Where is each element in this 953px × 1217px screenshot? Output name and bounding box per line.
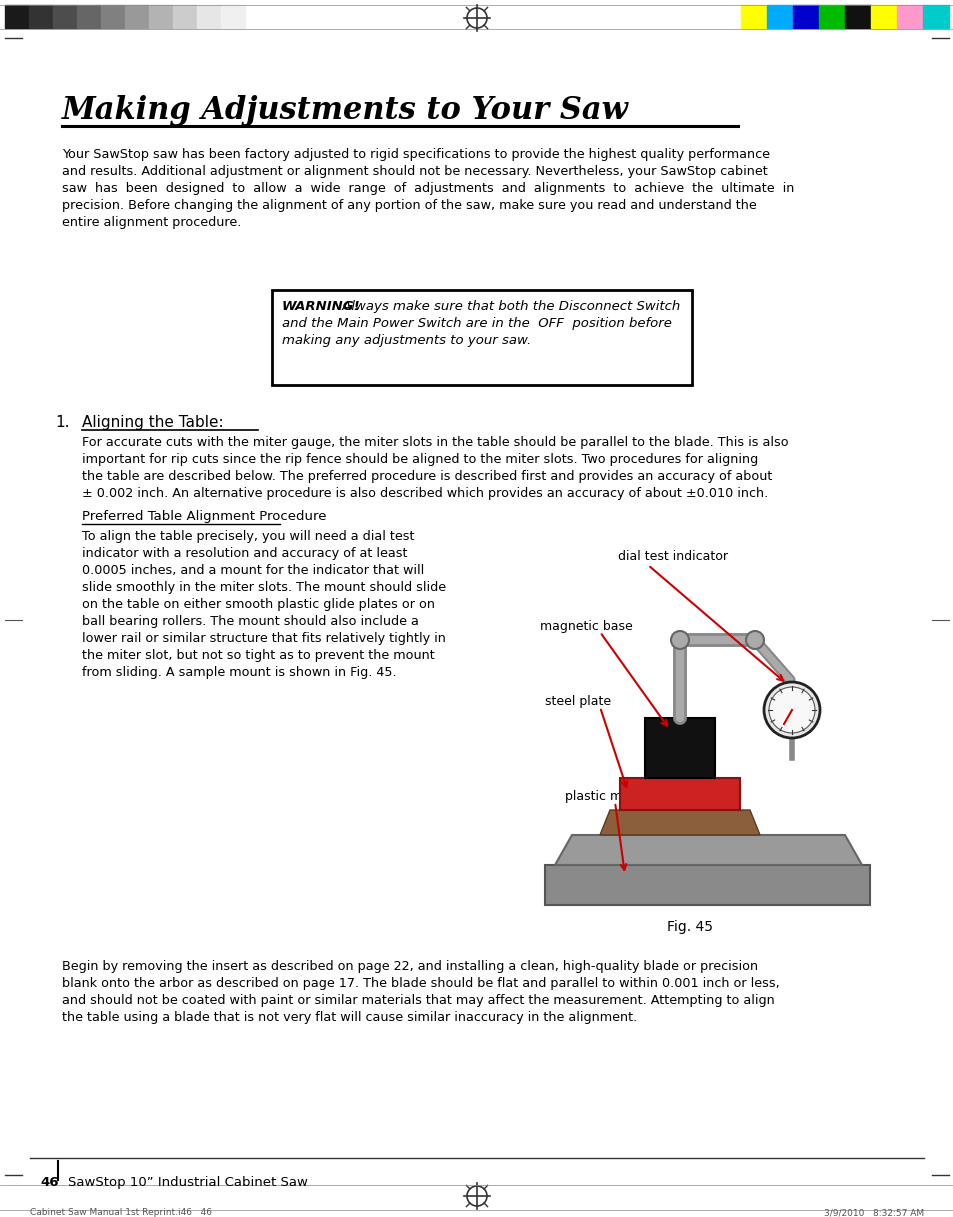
Bar	[766, 5, 792, 28]
Text: and the Main Power Switch are in the  OFF  position before: and the Main Power Switch are in the OFF…	[282, 316, 671, 330]
Bar	[53, 5, 77, 28]
Bar	[149, 5, 172, 28]
Text: Aligning the Table:: Aligning the Table:	[82, 415, 223, 430]
Bar	[172, 5, 196, 28]
Text: Fig. 45: Fig. 45	[666, 920, 712, 933]
Polygon shape	[619, 778, 740, 811]
Text: ± 0.002 inch. An alternative procedure is also described which provides an accur: ± 0.002 inch. An alternative procedure i…	[82, 487, 767, 500]
Bar	[896, 5, 923, 28]
Text: and results. Additional adjustment or alignment should not be necessary. Neverth: and results. Additional adjustment or al…	[62, 166, 767, 178]
Text: Begin by removing the insert as described on page 22, and installing a clean, hi: Begin by removing the insert as describe…	[62, 960, 758, 974]
Text: steel plate: steel plate	[544, 695, 611, 708]
Bar	[125, 5, 149, 28]
Circle shape	[768, 688, 814, 733]
Bar	[5, 5, 29, 28]
Circle shape	[763, 682, 820, 738]
Bar	[870, 5, 896, 28]
Text: 1.: 1.	[55, 415, 70, 430]
Text: slide smoothly in the miter slots. The mount should slide: slide smoothly in the miter slots. The m…	[82, 581, 446, 594]
Text: Making Adjustments to Your Saw: Making Adjustments to Your Saw	[62, 95, 628, 127]
Text: and should not be coated with paint or similar materials that may affect the mea: and should not be coated with paint or s…	[62, 994, 774, 1006]
Text: 3/9/2010   8:32:57 AM: 3/9/2010 8:32:57 AM	[823, 1208, 923, 1217]
Text: the table using a blade that is not very flat will cause similar inaccuracy in t: the table using a blade that is not very…	[62, 1011, 637, 1023]
Bar	[29, 5, 53, 28]
Text: Your SawStop saw has been factory adjusted to rigid specifications to provide th: Your SawStop saw has been factory adjust…	[62, 148, 769, 161]
Text: Cabinet Saw Manual 1st Reprint.i46   46: Cabinet Saw Manual 1st Reprint.i46 46	[30, 1208, 212, 1217]
Polygon shape	[599, 811, 760, 835]
Bar	[844, 5, 870, 28]
Text: entire alignment procedure.: entire alignment procedure.	[62, 215, 241, 229]
Text: important for rip cuts since the rip fence should be aligned to the miter slots.: important for rip cuts since the rip fen…	[82, 453, 758, 466]
Circle shape	[745, 630, 763, 649]
Text: indicator with a resolution and accuracy of at least: indicator with a resolution and accuracy…	[82, 546, 407, 560]
Text: from sliding. A sample mount is shown in Fig. 45.: from sliding. A sample mount is shown in…	[82, 666, 396, 679]
Text: magnetic base: magnetic base	[539, 619, 632, 633]
Circle shape	[670, 630, 688, 649]
Text: 46: 46	[40, 1176, 58, 1189]
Text: blank onto the arbor as described on page 17. The blade should be flat and paral: blank onto the arbor as described on pag…	[62, 977, 779, 989]
Bar	[792, 5, 818, 28]
Text: dial test indicator: dial test indicator	[618, 550, 727, 563]
Polygon shape	[644, 718, 714, 778]
Text: saw  has  been  designed  to  allow  a  wide  range  of  adjustments  and  align: saw has been designed to allow a wide ra…	[62, 183, 794, 195]
Text: For accurate cuts with the miter gauge, the miter slots in the table should be p: For accurate cuts with the miter gauge, …	[82, 436, 788, 449]
Polygon shape	[544, 865, 869, 905]
Text: the table are described below. The preferred procedure is described first and pr: the table are described below. The prefe…	[82, 470, 772, 483]
Text: Always make sure that both the Disconnect Switch: Always make sure that both the Disconnec…	[337, 301, 679, 313]
Bar	[740, 5, 766, 28]
Text: making any adjustments to your saw.: making any adjustments to your saw.	[282, 333, 531, 347]
Text: To align the table precisely, you will need a dial test: To align the table precisely, you will n…	[82, 529, 414, 543]
Bar	[101, 5, 125, 28]
Bar	[196, 5, 221, 28]
Text: Preferred Table Alignment Procedure: Preferred Table Alignment Procedure	[82, 510, 326, 523]
Bar	[923, 5, 948, 28]
Text: WARNING!: WARNING!	[282, 301, 360, 313]
Text: ball bearing rollers. The mount should also include a: ball bearing rollers. The mount should a…	[82, 615, 418, 628]
Text: on the table on either smooth plastic glide plates or on: on the table on either smooth plastic gl…	[82, 598, 435, 611]
Bar	[77, 5, 101, 28]
Text: SawStop 10” Industrial Cabinet Saw: SawStop 10” Industrial Cabinet Saw	[68, 1176, 308, 1189]
Text: precision. Before changing the alignment of any portion of the saw, make sure yo: precision. Before changing the alignment…	[62, 200, 756, 212]
Text: the miter slot, but not so tight as to prevent the mount: the miter slot, but not so tight as to p…	[82, 649, 435, 662]
Bar	[221, 5, 245, 28]
Text: lower rail or similar structure that fits relatively tightly in: lower rail or similar structure that fit…	[82, 632, 445, 645]
Bar	[818, 5, 844, 28]
Text: 0.0005 inches, and a mount for the indicator that will: 0.0005 inches, and a mount for the indic…	[82, 563, 424, 577]
Polygon shape	[555, 835, 862, 865]
Bar	[272, 290, 691, 385]
Text: plastic mount: plastic mount	[564, 790, 650, 803]
